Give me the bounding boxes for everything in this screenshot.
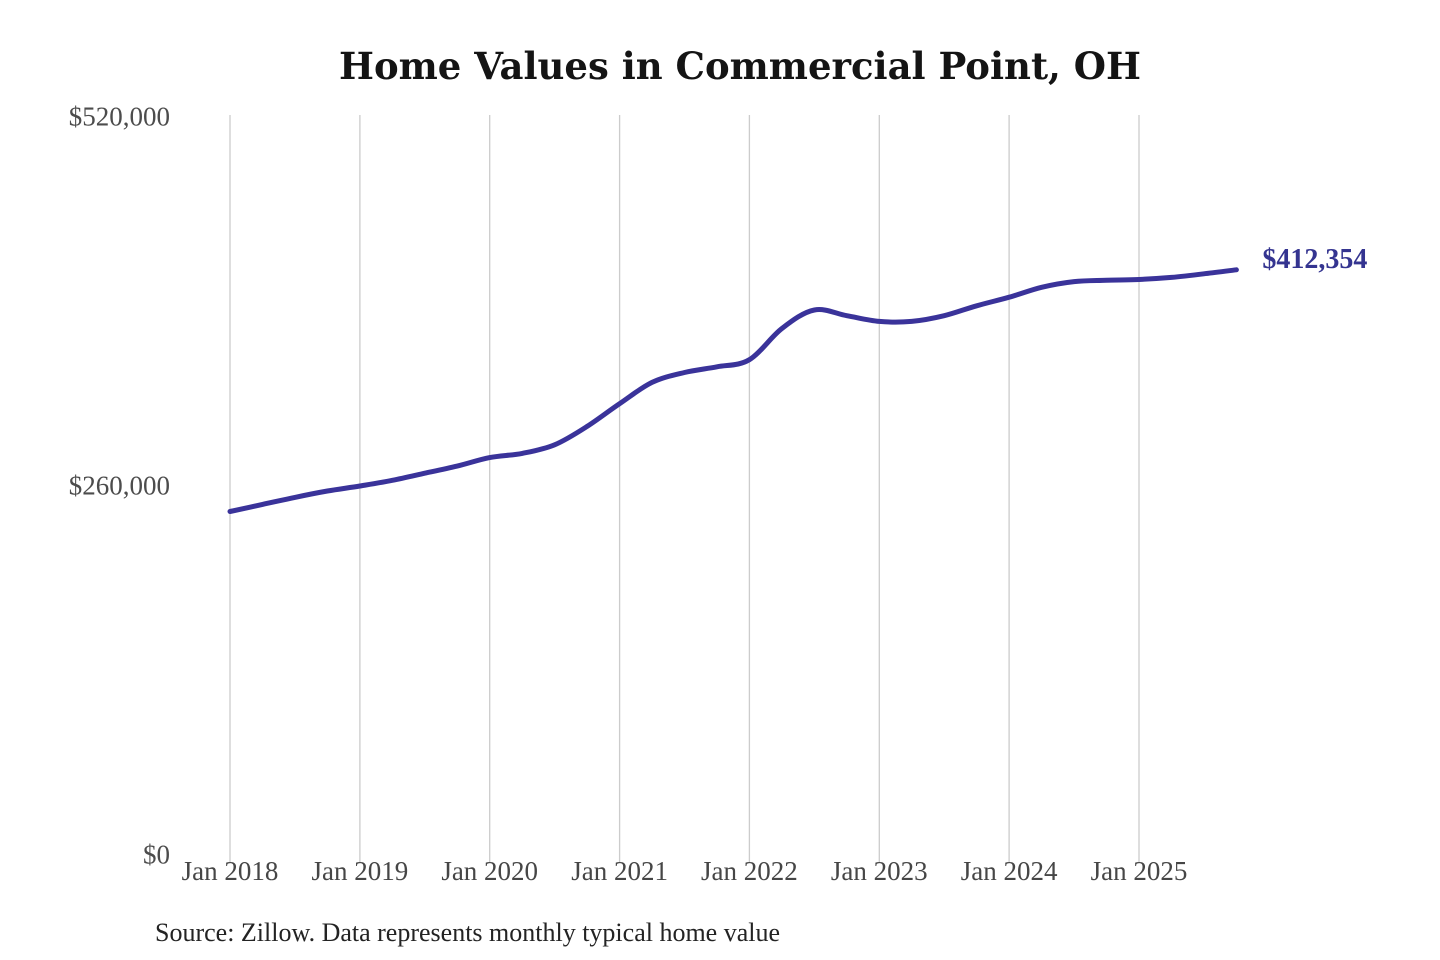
x-axis-label: Jan 2024 [960, 856, 1058, 886]
x-axis-label: Jan 2025 [1090, 856, 1188, 886]
home-values-line [227, 267, 1239, 514]
x-axis-label: Jan 2021 [571, 856, 668, 886]
end-value-label: $412,354 [1262, 243, 1368, 275]
chart-title: Home Values in Commercial Point, OH [338, 44, 1141, 88]
x-axis-label: Jan 2023 [830, 856, 928, 886]
source-note: Source: Zillow. Data represents monthly … [155, 918, 781, 947]
y-axis-label: $520,000 [68, 101, 170, 132]
gridlines [229, 115, 1140, 862]
y-axis-label: $260,000 [68, 470, 170, 501]
x-axis-label: Jan 2019 [311, 856, 409, 886]
x-axis-label: Jan 2018 [181, 856, 279, 886]
x-axis-label: Jan 2020 [441, 856, 539, 886]
y-axis-label: $0 [143, 839, 170, 870]
series-layer [227, 267, 1239, 514]
x-axis-label: Jan 2022 [701, 856, 798, 886]
